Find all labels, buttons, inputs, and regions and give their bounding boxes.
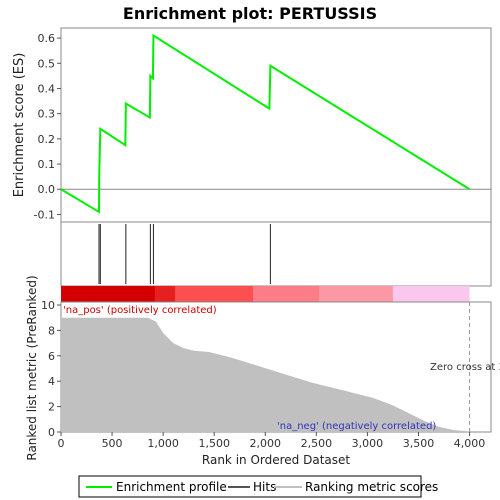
es-y-tick-label: 0.0 [38,183,56,196]
es-y-tick-label: 0.6 [38,32,56,45]
enrichment-profile-line [60,33,471,214]
ranking-bar-segment [175,286,254,302]
es-y-tick-label: -0.1 [34,208,55,221]
x-tick-label: 3,500 [403,437,435,450]
negative-label: 'na_neg' (negatively correlated) [277,421,436,432]
x-axis-label: Rank in Ordered Dataset [202,453,350,467]
hit-lines [98,224,271,284]
ranking-color-bar [61,286,470,302]
hits-panel [60,221,492,287]
es-y-axis-label: Enrichment score (ES) [12,53,27,198]
x-tick-label: 2,000 [250,437,282,450]
legend-hits-label: Hits [253,480,276,494]
ranking-bar-segment [61,286,155,302]
es-y-tick-label: 0.3 [38,108,56,121]
es-y-tick-label: 0.2 [38,133,56,146]
x-tick-label: 4,000 [454,437,486,450]
x-tick-label: 2,500 [301,437,333,450]
x-tick-label: 500 [102,437,123,450]
ranking-bar-segment [253,286,320,302]
x-tick-label: 0 [58,437,65,450]
ranking-metric-area [61,317,470,432]
ranking-bar-segment [392,286,470,302]
hits-panel-frame [60,221,492,287]
positive-label: 'na_pos' (positively correlated) [63,305,217,316]
ranking-bar-segment [154,286,176,302]
metric-y-axis-label: Ranked list metric (PreRanked) [25,275,39,460]
metric-y-tick-label: 8 [48,324,55,337]
es-y-axis: -0.1 0.0 0.1 0.2 0.3 0.4 0.5 0.6 [34,32,61,221]
metric-y-tick-label: 6 [48,350,55,363]
x-axis: 0 500 1,000 1,500 2,000 2,500 3,000 3,500 4,000 [58,432,486,450]
metric-y-tick-label: 4 [48,375,55,388]
x-tick-label: 1,500 [198,437,230,450]
es-y-tick-label: 0.5 [38,57,56,70]
metric-y-tick-label: 10 [41,299,55,312]
chart-title: Enrichment plot: PERTUSSIS [123,4,377,23]
metric-panel: Zero cross at 3 'na_pos' (positively cor… [25,275,500,460]
metric-y-tick-label: 2 [48,401,55,414]
legend: Enrichment profile Hits Ranking metric s… [78,475,438,498]
es-y-tick-label: 0.1 [38,158,56,171]
x-tick-label: 3,000 [352,437,384,450]
es-panel: -0.1 0.0 0.1 0.2 0.3 0.4 0.5 0.6 Enrichment sco… [12,27,492,223]
x-tick-label: 1,000 [147,437,179,450]
zero-cross-label: Zero cross at 3 [430,362,500,373]
metric-y-tick-label: 0 [48,426,55,439]
legend-enrichment-label: Enrichment profile [116,480,227,494]
metric-y-axis: 0 2 4 6 8 10 [41,299,61,439]
ranking-bar-segment [319,286,393,302]
legend-metric-label: Ranking metric scores [305,480,438,494]
es-y-tick-label: 0.4 [38,82,56,95]
